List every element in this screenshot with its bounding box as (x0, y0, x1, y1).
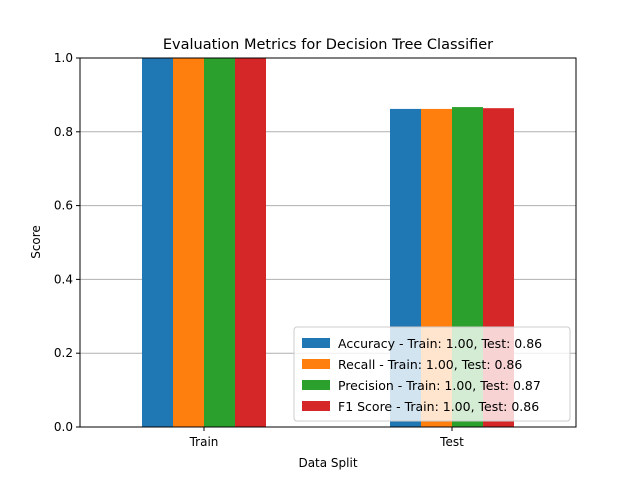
x-tick-label: Test (439, 435, 464, 449)
x-axis: Train Test (189, 427, 464, 449)
legend-swatch (302, 359, 330, 369)
y-tick-label: 0.8 (54, 125, 73, 139)
bar (173, 58, 204, 427)
legend-box (293, 326, 571, 422)
y-tick-label: 0.0 (54, 420, 73, 434)
legend-swatch (302, 401, 330, 411)
legend-swatch (302, 338, 330, 348)
legend-entry: Recall - Train: 1.00, Test: 0.86 (338, 357, 522, 372)
legend-entry: Accuracy - Train: 1.00, Test: 0.86 (338, 336, 542, 351)
legend-entry: Precision - Train: 1.00, Test: 0.87 (338, 378, 541, 393)
legend: Accuracy - Train: 1.00, Test: 0.86 Recall… (293, 326, 571, 422)
plot-frame (79, 57, 577, 428)
chart-title: Evaluation Metrics for Decision Tree Cla… (163, 37, 493, 53)
x-tick-label: Train (189, 435, 219, 449)
bar (204, 58, 235, 427)
y-tick-label: 0.6 (54, 199, 73, 213)
legend-entry: F1 Score - Train: 1.00, Test: 0.86 (338, 399, 539, 414)
y-axis: 0.0 0.2 0.4 0.6 0.8 1.0 (54, 51, 80, 434)
bar (142, 58, 173, 427)
x-axis-label: Data Split (298, 456, 357, 470)
y-tick-label: 0.4 (54, 272, 73, 286)
legend-swatch (302, 380, 330, 390)
y-tick-label: 0.2 (54, 346, 73, 360)
bar (235, 58, 266, 427)
y-axis-label: Score (29, 225, 43, 259)
y-tick-label: 1.0 (54, 51, 73, 65)
